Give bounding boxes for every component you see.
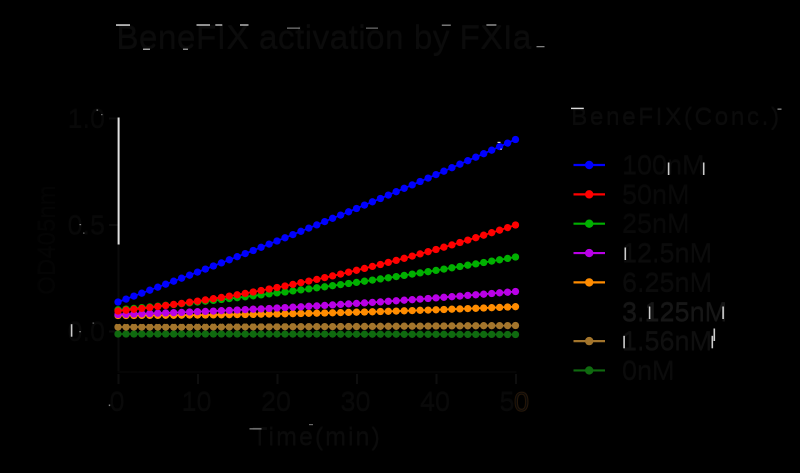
- svg-text:50: 50: [499, 387, 529, 417]
- svg-text:3.125nM: 3.125nM: [622, 297, 727, 327]
- svg-text:0.0: 0.0: [67, 317, 105, 347]
- svg-text:6.25nM: 6.25nM: [622, 268, 712, 298]
- svg-text:1.0: 1.0: [67, 104, 105, 134]
- svg-text:12.5nM: 12.5nM: [622, 239, 712, 269]
- svg-text:0nM: 0nM: [622, 356, 675, 386]
- svg-text:30: 30: [340, 387, 370, 417]
- svg-text:0: 0: [514, 387, 529, 417]
- svg-text:Time(min): Time(min): [252, 424, 382, 452]
- svg-text:0.5: 0.5: [67, 211, 105, 241]
- svg-text:OD405nm: OD405nm: [34, 185, 61, 294]
- svg-text:1.56nM: 1.56nM: [622, 327, 712, 357]
- svg-text:50nM: 50nM: [622, 180, 690, 210]
- svg-text:1.56nM: 1.56nM: [622, 326, 712, 356]
- svg-text:BeneFIX(Conc.): BeneFIX(Conc.): [571, 104, 782, 131]
- svg-text:25nM: 25nM: [622, 209, 690, 239]
- svg-text:0: 0: [109, 387, 124, 417]
- svg-text:100nM: 100nM: [622, 151, 705, 181]
- svg-text:BeneFIX activation by FXIa: BeneFIX activation by FXIa: [116, 20, 532, 57]
- svg-text:40: 40: [420, 387, 450, 417]
- svg-text:20: 20: [261, 387, 291, 417]
- svg-text:3.125nM: 3.125nM: [622, 296, 727, 326]
- svg-text:10: 10: [181, 387, 211, 417]
